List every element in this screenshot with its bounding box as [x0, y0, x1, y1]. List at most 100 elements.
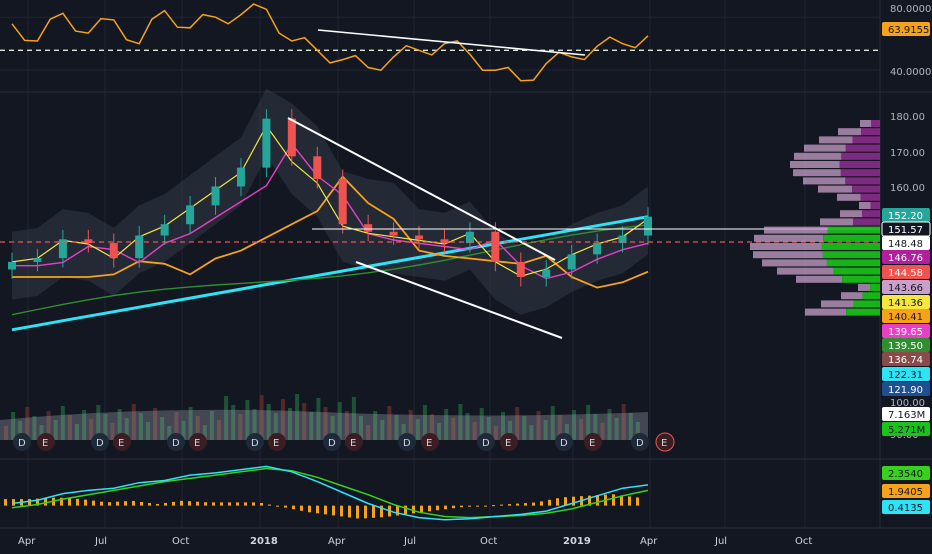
volume-profile-bar — [793, 169, 841, 177]
price-badge — [882, 295, 930, 309]
macd-histogram-bar — [412, 505, 415, 514]
macd-histogram-bar — [364, 505, 367, 519]
candle-body — [135, 235, 144, 259]
volume-bar — [366, 425, 371, 440]
volume-bar — [195, 416, 200, 440]
event-marker-label: E — [273, 438, 279, 449]
event-marker-label: D — [18, 438, 26, 449]
volume-bar — [430, 414, 434, 440]
volume-bar — [344, 411, 349, 440]
volume-bar — [273, 413, 278, 440]
dividend-marker — [398, 433, 416, 451]
volume-profile-bar — [862, 292, 880, 300]
dividend-marker — [167, 433, 185, 451]
macd-histogram-bar — [60, 497, 63, 506]
volume-profile-bar — [859, 202, 871, 209]
volume-profile-bar — [820, 218, 853, 226]
volume-bar — [600, 423, 605, 440]
volume-bar — [614, 418, 619, 440]
volume-bar — [472, 422, 477, 440]
volume-bar — [75, 424, 79, 440]
price-badge-label: 139.50 — [888, 341, 923, 352]
event-marker-label: D — [482, 438, 490, 449]
volume-profile-bar — [841, 292, 863, 300]
candle-body — [8, 261, 16, 270]
price-badge-label: 148.48 — [888, 239, 923, 250]
event-marker-label: E — [42, 438, 48, 449]
price-badge — [882, 280, 930, 294]
volume-bar — [266, 404, 271, 440]
volume-bar — [351, 397, 356, 440]
volume-bar — [557, 415, 562, 440]
volume-bar — [124, 418, 129, 440]
volume-bar — [359, 416, 363, 440]
volume-bar — [53, 420, 58, 440]
candle-body — [465, 231, 474, 244]
volume-bar — [564, 424, 569, 440]
volume-profile-bar — [777, 267, 834, 275]
macd-histogram-bar — [508, 504, 511, 506]
volume-bar — [408, 410, 413, 440]
volume-bar — [295, 394, 300, 440]
volume-bar — [103, 414, 108, 440]
volume-bar — [593, 414, 598, 440]
volume-bar — [25, 407, 30, 440]
macd-histogram-bar — [180, 500, 183, 506]
rsi-tick-label: 80.0000 — [890, 4, 931, 15]
event-marker-label: E — [661, 438, 667, 449]
volume-bar — [60, 406, 65, 440]
event-marker-label: E — [505, 438, 511, 449]
macd-histogram-bar — [356, 505, 359, 519]
volume-bar — [96, 405, 101, 440]
earnings-marker — [37, 433, 55, 451]
rsi-tick-label: 40.0000 — [890, 67, 931, 78]
volume-profile-bar — [853, 300, 880, 308]
volume-bar — [458, 404, 463, 440]
macd-histogram-bar — [172, 501, 175, 506]
event-marker-label: D — [328, 438, 336, 449]
macd-histogram-bar — [108, 502, 111, 506]
volume-profile-bar — [805, 308, 847, 316]
macd-histogram-bar — [372, 505, 375, 518]
candle-body — [491, 231, 500, 262]
candle-body — [364, 224, 373, 232]
macd-histogram-bar — [636, 497, 639, 506]
volume-bar — [522, 416, 527, 440]
macd-histogram-bar — [84, 499, 87, 506]
macd-histogram-bar — [460, 505, 463, 508]
volume-bar — [46, 411, 51, 440]
price-badge — [882, 265, 930, 279]
candle-body — [58, 239, 67, 259]
volume-profile-bar — [833, 267, 880, 275]
volume-bar — [11, 412, 16, 440]
volume-bar — [231, 405, 236, 440]
volume-bar — [238, 414, 243, 440]
macd-histogram-bar — [68, 498, 71, 506]
macd-signal-line — [11, 467, 649, 519]
candle-body — [84, 239, 93, 244]
x-tick-label: Oct — [480, 536, 497, 547]
volume-bar — [181, 421, 186, 440]
rsi-value-label: 63.9155 — [888, 25, 929, 36]
volume-profile-bar — [852, 185, 880, 193]
macd-histogram-bar — [300, 505, 303, 511]
candle-body — [287, 118, 296, 157]
macd-histogram-bar — [196, 501, 199, 506]
price-tick-label: 160.00 — [890, 183, 925, 194]
cloud-band — [12, 88, 648, 315]
macd-histogram-bar — [220, 502, 223, 506]
price-badge — [882, 352, 930, 366]
volume-profile-bar — [841, 152, 880, 160]
ma-mid-line — [12, 142, 649, 280]
macd-histogram-bar — [28, 499, 31, 506]
volume-bar — [493, 426, 498, 440]
volume-bar — [167, 426, 172, 440]
macd-histogram-bar — [380, 505, 383, 518]
ma-long-line — [11, 215, 649, 332]
price-tick-label: 100.00 — [890, 398, 925, 409]
price-badge-label: 140.41 — [888, 312, 923, 323]
x-tick-label: Apr — [640, 536, 658, 547]
event-marker-label: D — [251, 438, 259, 449]
